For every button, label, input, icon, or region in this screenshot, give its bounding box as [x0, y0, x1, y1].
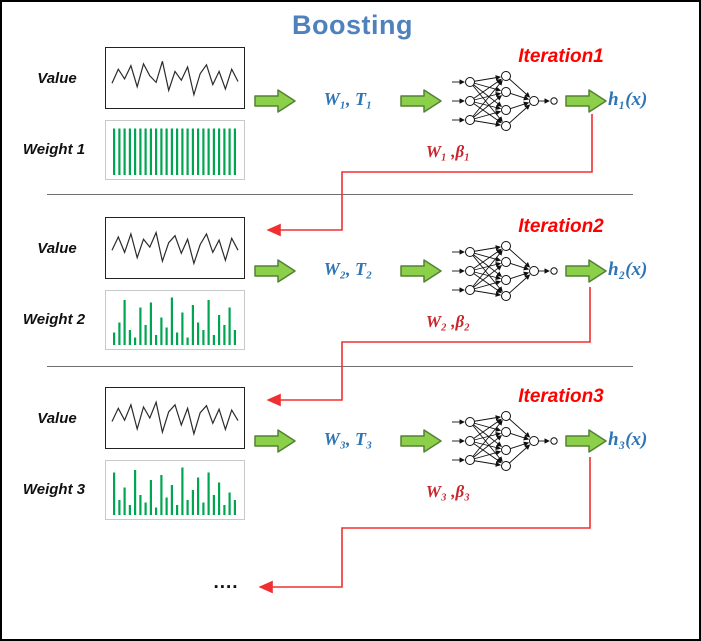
weight-bar-chart [105, 290, 245, 350]
iteration-title: Iteration3 [518, 386, 604, 407]
continuation-ellipsis: .... [213, 572, 239, 593]
weight-label: Weight 2 [22, 311, 86, 328]
flow-arrow-icon [565, 89, 607, 113]
value-label: Value [37, 410, 77, 427]
weight-label: Weight 3 [22, 481, 86, 498]
weights-params-text: W₃, T₃ [323, 429, 373, 449]
flow-arrow-icon [400, 429, 442, 453]
flow-arrow-icon [254, 259, 296, 283]
weights-params-text: W₂, T₂ [323, 259, 373, 279]
neural-network-diagram [448, 70, 562, 132]
section-divider [47, 194, 633, 195]
value-signal-chart [105, 217, 245, 279]
flow-arrow-icon [565, 259, 607, 283]
update-params-text: W₃ ,β₃ [425, 482, 471, 501]
neural-network-diagram [448, 410, 562, 472]
weights-params-text: W₁, T₁ [323, 89, 373, 109]
update-params-text: W₁ ,β₁ [425, 142, 471, 161]
iteration-title: Iteration2 [518, 216, 604, 237]
value-label: Value [37, 240, 77, 257]
flow-arrow-icon [254, 429, 296, 453]
neural-network-diagram [448, 240, 562, 302]
iteration-block-2: Value Weight 2 W₂, T₂ h₂(x) Iteration2 W… [2, 212, 699, 382]
hypothesis-output-text: h₁(x) [608, 89, 648, 110]
iteration-block-1: Value Weight 1 W₁, T₁ h₁(x) Iteration1 W… [2, 42, 699, 212]
iteration-title: Iteration1 [518, 46, 604, 67]
flow-arrow-icon [565, 429, 607, 453]
weight-bar-chart [105, 120, 245, 180]
weight-bar-chart [105, 460, 245, 520]
hypothesis-output-text: h₃(x) [608, 429, 648, 450]
flow-arrow-icon [254, 89, 296, 113]
iteration-block-3: Value Weight 3 W₃, T₃ h₃(x) Iteration3 W… [2, 382, 699, 552]
value-signal-chart [105, 387, 245, 449]
hypothesis-output-text: h₂(x) [608, 259, 648, 280]
weight-label: Weight 1 [22, 141, 86, 158]
flow-arrow-icon [400, 89, 442, 113]
section-divider [47, 366, 633, 367]
value-label: Value [37, 70, 77, 87]
flow-arrow-icon [400, 259, 442, 283]
value-signal-chart [105, 47, 245, 109]
update-params-text: W₂ ,β₂ [425, 312, 471, 331]
diagram-title: Boosting [292, 10, 413, 40]
